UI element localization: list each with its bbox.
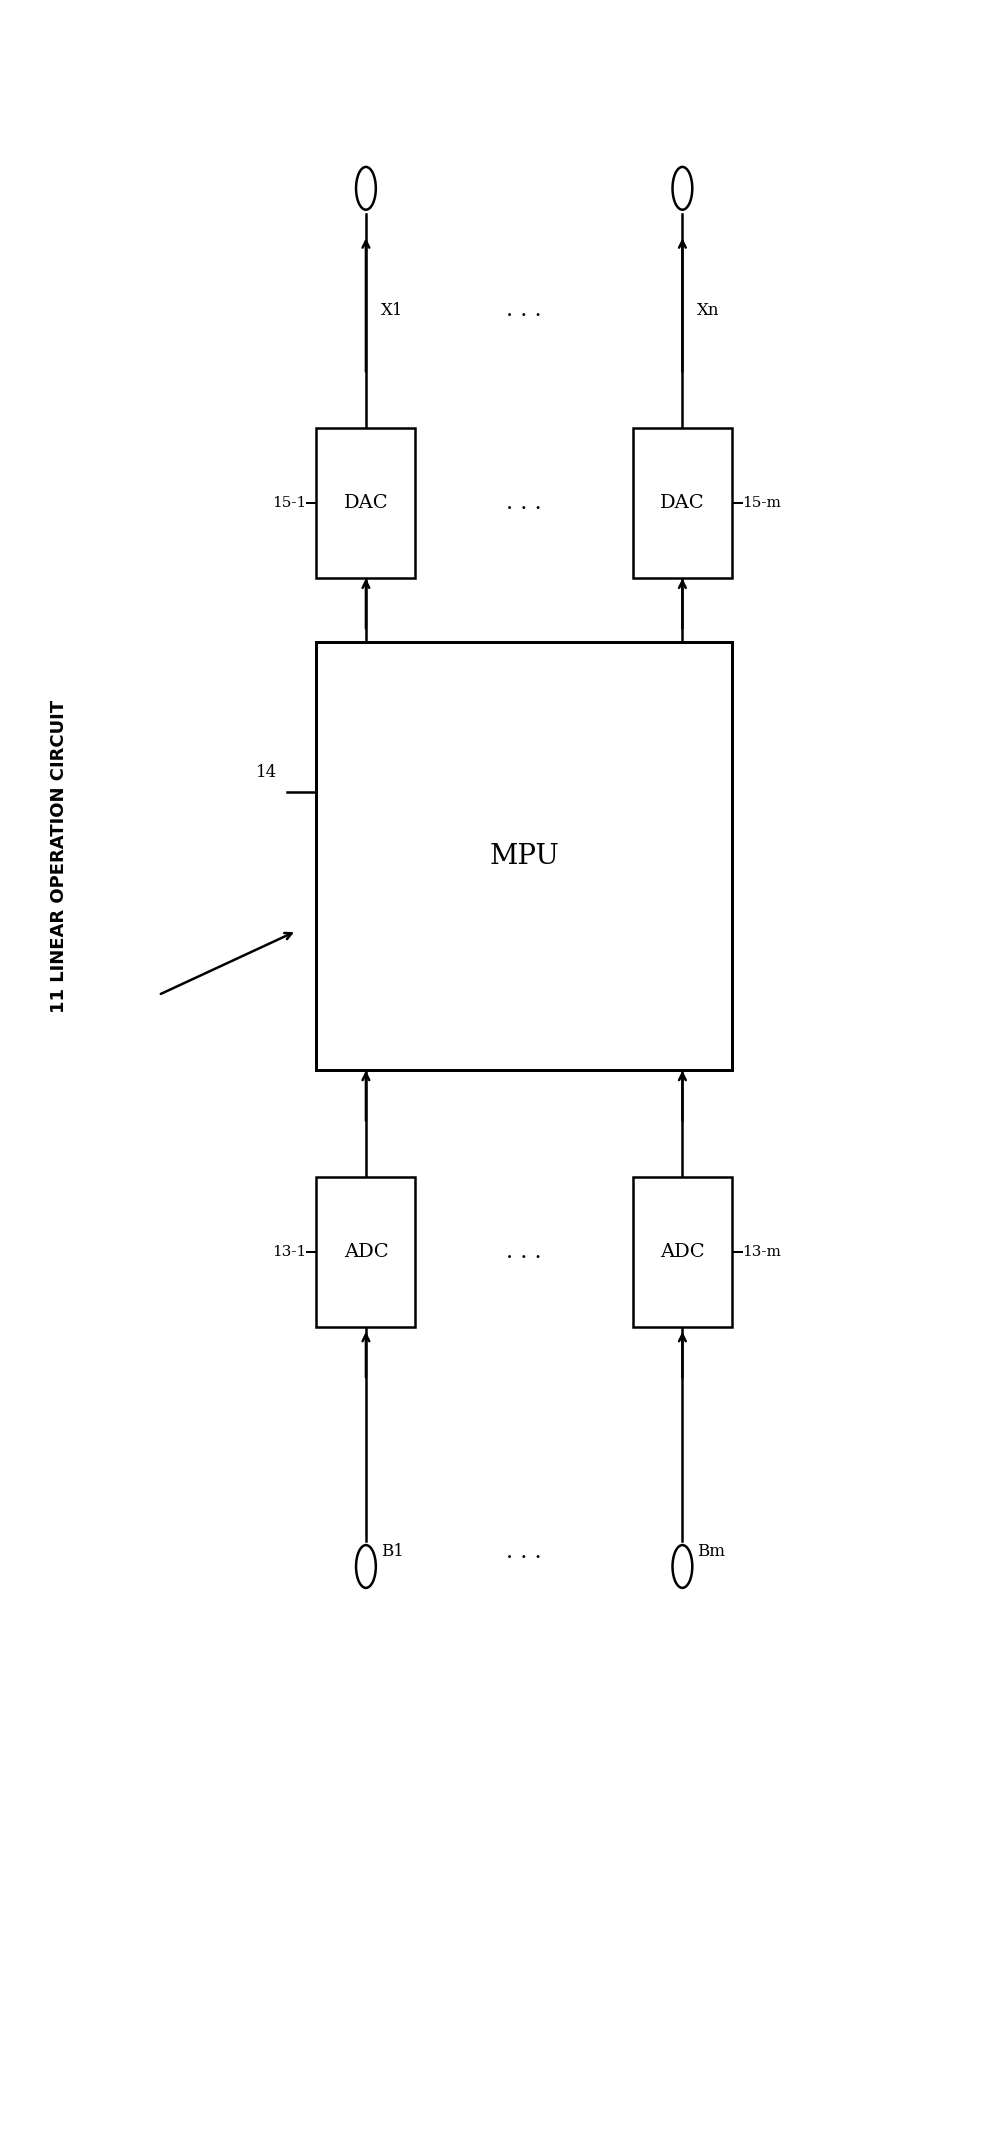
- Text: Xn: Xn: [697, 302, 720, 319]
- Text: MPU: MPU: [490, 843, 559, 869]
- Text: DAC: DAC: [660, 494, 705, 511]
- Text: 13-1: 13-1: [272, 1245, 307, 1258]
- Text: . . .: . . .: [506, 1241, 542, 1263]
- Text: DAC: DAC: [343, 494, 389, 511]
- Bar: [316, 1177, 415, 1327]
- Text: 13-m: 13-m: [742, 1245, 780, 1258]
- Bar: [316, 428, 415, 578]
- Bar: [633, 428, 732, 578]
- Text: 14: 14: [256, 764, 277, 781]
- Bar: [316, 642, 732, 1070]
- Text: 15-m: 15-m: [742, 496, 780, 509]
- Bar: [633, 1177, 732, 1327]
- Text: 15-1: 15-1: [272, 496, 307, 509]
- Text: . . .: . . .: [506, 300, 542, 321]
- Text: X1: X1: [381, 302, 404, 319]
- Text: ADC: ADC: [343, 1243, 389, 1260]
- Text: B1: B1: [381, 1543, 404, 1560]
- Text: . . .: . . .: [506, 492, 542, 514]
- Text: Bm: Bm: [697, 1543, 725, 1560]
- Text: 11 LINEAR OPERATION CIRCUIT: 11 LINEAR OPERATION CIRCUIT: [50, 700, 68, 1012]
- Text: ADC: ADC: [660, 1243, 705, 1260]
- Text: . . .: . . .: [506, 1541, 542, 1562]
